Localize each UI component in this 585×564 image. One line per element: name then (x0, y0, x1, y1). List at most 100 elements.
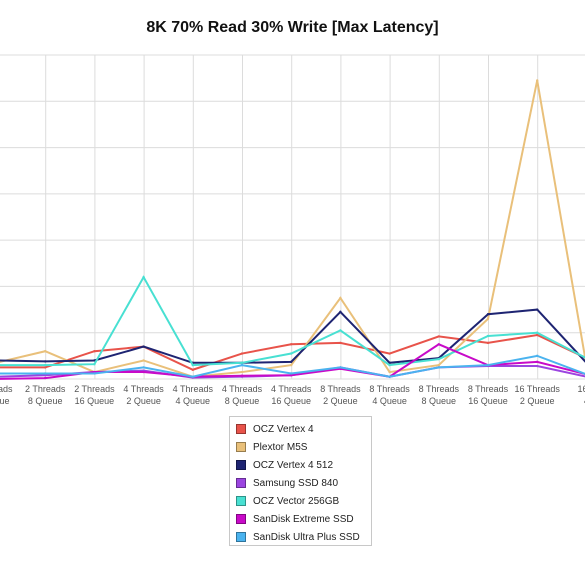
data-point-plextor-m5s (290, 363, 293, 367)
legend-item-ocz-vertex-4: OCZ Vertex 4 (236, 420, 371, 438)
data-point-plextor-m5s (339, 296, 342, 300)
x-tick-label: 8 Threads 2 Queue (320, 384, 361, 406)
data-point-ocz-vertex-4-512 (388, 361, 391, 364)
series-line-ocz-vector-256gb (0, 275, 585, 367)
data-point-sandisk-ultra-plus-ssd (437, 366, 440, 369)
data-point-plextor-m5s (486, 317, 490, 321)
data-point-ocz-vertex-4 (486, 341, 490, 345)
x-tick-label: 16 T4 (577, 384, 585, 406)
data-point-plextor-m5s (240, 370, 244, 374)
data-point-ocz-vertex-4 (290, 343, 293, 346)
x-tick-label: 2 Threads 16 Queue (74, 384, 115, 406)
data-point-ocz-vertex-4 (339, 341, 342, 345)
data-point-sandisk-ultra-plus-ssd (191, 375, 194, 378)
legend-label: Plextor M5S (253, 441, 308, 453)
legend-item-sandisk-ultra-plus-ssd: SanDisk Ultra Plus SSD (236, 528, 371, 546)
x-tick-label: 4 Threads 4 Queue (173, 384, 214, 406)
series-line-sandisk-ultra-plus-ssd (0, 354, 585, 378)
grid (0, 54, 585, 380)
data-point-sandisk-ultra-plus-ssd (142, 366, 145, 369)
data-point-sandisk-ultra-plus-ssd (536, 354, 539, 358)
legend-swatch (236, 424, 246, 434)
data-point-ocz-vector-256gb (93, 362, 96, 366)
legend-item-ocz-vector-256gb: OCZ Vector 256GB (236, 492, 371, 510)
data-point-ocz-vertex-4-512 (536, 308, 539, 311)
data-point-samsung-ssd-840 (44, 374, 47, 377)
x-tick-label: 4 Threads 8 Queue (222, 384, 263, 406)
data-point-sandisk-ultra-plus-ssd (486, 363, 490, 367)
data-point-sandisk-extreme-ssd (536, 360, 539, 364)
data-point-ocz-vector-256gb (536, 331, 539, 334)
legend-swatch (236, 460, 246, 470)
data-point-plextor-m5s (142, 359, 145, 362)
data-point-ocz-vertex-4 (44, 366, 47, 369)
x-tick-label: ThreadsQueue (0, 384, 13, 406)
x-tick-label: 8 Threads 8 Queue (419, 384, 460, 406)
legend-label: SanDisk Extreme SSD (253, 513, 354, 525)
x-tick-label: 8 Threads 16 Queue (468, 384, 509, 406)
data-point-plextor-m5s (44, 350, 47, 353)
data-point-ocz-vertex-4-512 (290, 360, 293, 364)
data-point-ocz-vector-256gb (437, 357, 440, 361)
data-point-ocz-vector-256gb (290, 352, 293, 355)
series-line-plextor-m5s (0, 80, 585, 378)
legend-label: OCZ Vertex 4 512 (253, 459, 334, 471)
data-point-ocz-vertex-4 (536, 333, 539, 337)
legend-label: Samsung SSD 840 (253, 477, 339, 489)
data-point-ocz-vector-256gb (339, 329, 342, 332)
data-point-plextor-m5s (437, 363, 440, 367)
data-point-sandisk-extreme-ssd (437, 343, 440, 346)
legend: OCZ Vertex 4 Plextor M5S OCZ Vertex 4 512 S… (229, 416, 372, 546)
series-line-ocz-vertex-4-512 (0, 308, 585, 364)
data-point-sandisk-extreme-ssd (44, 376, 47, 380)
data-point-ocz-vertex-4 (191, 368, 194, 371)
legend-label: OCZ Vector 256GB (253, 495, 340, 507)
data-point-ocz-vector-256gb (142, 275, 145, 279)
data-point-plextor-m5s (536, 79, 539, 82)
legend-swatch (236, 532, 246, 542)
legend-item-sandisk-extreme-ssd: SanDisk Extreme SSD (236, 510, 371, 528)
data-point-ocz-vector-256gb (240, 361, 244, 364)
chart-title: 8K 70% Read 30% Write [Max Latency] (146, 19, 439, 36)
data-point-sandisk-ultra-plus-ssd (339, 366, 342, 369)
data-point-sandisk-extreme-ssd (142, 370, 145, 374)
x-tick-label: 4 Threads 2 Queue (123, 384, 164, 406)
data-point-ocz-vector-256gb (44, 363, 47, 367)
legend-swatch (236, 478, 246, 488)
legend-label: OCZ Vertex 4 (253, 423, 314, 435)
legend-swatch (236, 514, 246, 524)
data-point-ocz-vertex-4 (93, 350, 96, 353)
data-point-sandisk-extreme-ssd (240, 374, 244, 377)
x-tick-label: 4 Threads 16 Queue (271, 384, 312, 406)
x-tick-label: 2 Threads 8 Queue (25, 384, 66, 406)
data-point-sandisk-ultra-plus-ssd (44, 372, 47, 375)
data-point-ocz-vertex-4-512 (142, 345, 145, 348)
data-point-ocz-vertex-4-512 (93, 359, 96, 362)
data-point-ocz-vector-256gb (486, 334, 490, 338)
data-point-ocz-vertex-4 (240, 352, 244, 355)
x-tick-label: 16 Threads 2 Queue (515, 384, 561, 406)
legend-item-ocz-vertex-4-512: OCZ Vertex 4 512 (236, 456, 371, 474)
data-point-ocz-vector-256gb (191, 363, 194, 367)
data-point-ocz-vertex-4 (388, 352, 391, 355)
data-point-ocz-vector-256gb (388, 363, 391, 367)
legend-item-plextor-m5s: Plextor M5S (236, 438, 371, 456)
data-point-ocz-vertex-4 (437, 335, 440, 338)
legend-label: SanDisk Ultra Plus SSD (253, 531, 360, 543)
data-point-ocz-vertex-4-512 (44, 360, 47, 363)
x-tick-label: 8 Threads 4 Queue (369, 384, 410, 406)
legend-item-samsung-ssd-840: Samsung SSD 840 (236, 474, 371, 492)
data-point-ocz-vertex-4-512 (486, 313, 490, 316)
data-point-sandisk-ultra-plus-ssd (388, 375, 391, 378)
data-point-samsung-ssd-840 (536, 364, 539, 368)
series-lines (0, 79, 585, 380)
legend-swatch (236, 496, 246, 506)
legend-swatch (236, 442, 246, 452)
data-point-sandisk-ultra-plus-ssd (290, 372, 293, 375)
data-point-sandisk-ultra-plus-ssd (93, 372, 96, 375)
data-point-ocz-vertex-4-512 (339, 310, 342, 314)
data-point-sandisk-extreme-ssd (290, 374, 293, 377)
data-point-sandisk-ultra-plus-ssd (240, 363, 244, 367)
